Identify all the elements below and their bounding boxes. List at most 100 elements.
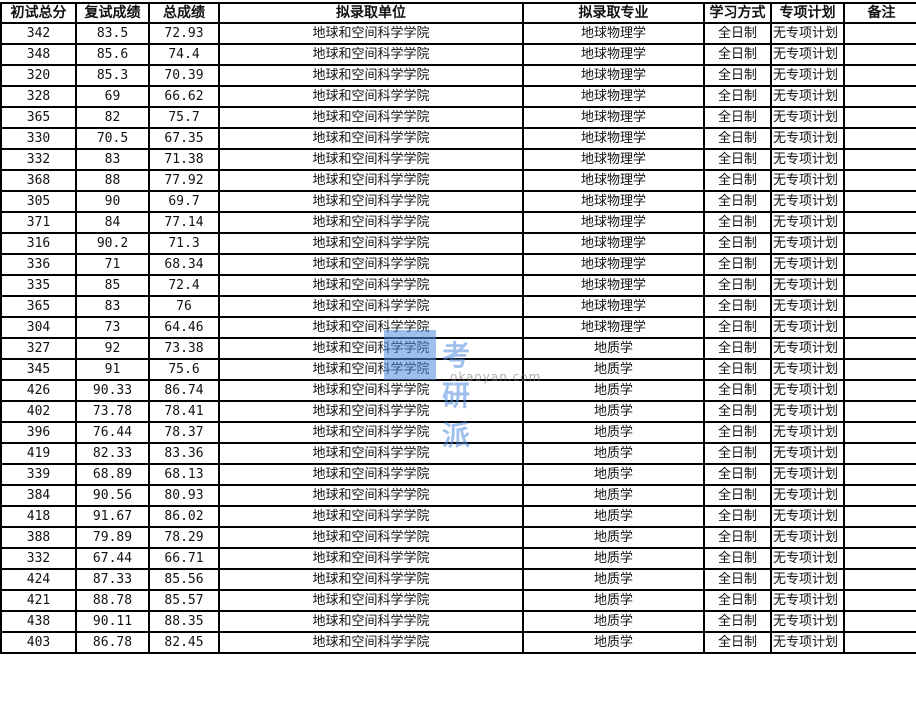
cell-major: 地球物理学: [522, 169, 705, 192]
table-row: 330 70.5 67.35 地球和空间科学学院 地球物理学 全日制 无专项计划: [0, 127, 916, 150]
cell-retest-score: 83: [75, 295, 150, 318]
cell-remarks: [843, 295, 916, 318]
cell-remarks: [843, 379, 916, 402]
cell-retest-score: 92: [75, 337, 150, 360]
cell-remarks: [843, 148, 916, 171]
cell-retest-score: 90.33: [75, 379, 150, 402]
table-row: 342 83.5 72.93 地球和空间科学学院 地球物理学 全日制 无专项计划: [0, 22, 916, 45]
cell-major: 地球物理学: [522, 316, 705, 339]
cell-initial-score: 332: [0, 148, 77, 171]
cell-special-plan: 无专项计划: [770, 316, 845, 339]
table-row: 426 90.33 86.74 地球和空间科学学院 地质学 全日制 无专项计划: [0, 379, 916, 402]
cell-retest-score: 84: [75, 211, 150, 234]
cell-unit: 地球和空间科学学院: [218, 463, 524, 486]
cell-total-score: 71.38: [148, 148, 220, 171]
cell-major: 地质学: [522, 526, 705, 549]
cell-major: 地质学: [522, 421, 705, 444]
cell-total-score: 69.7: [148, 190, 220, 213]
cell-study-mode: 全日制: [703, 358, 772, 381]
cell-remarks: [843, 232, 916, 255]
table-row: 304 73 64.46 地球和空间科学学院 地球物理学 全日制 无专项计划: [0, 316, 916, 339]
cell-unit: 地球和空间科学学院: [218, 421, 524, 444]
cell-retest-score: 79.89: [75, 526, 150, 549]
cell-initial-score: 426: [0, 379, 77, 402]
cell-remarks: [843, 526, 916, 549]
cell-major: 地质学: [522, 484, 705, 507]
cell-study-mode: 全日制: [703, 316, 772, 339]
cell-total-score: 67.35: [148, 127, 220, 150]
cell-major: 地质学: [522, 547, 705, 570]
cell-initial-score: 438: [0, 610, 77, 633]
cell-unit: 地球和空间科学学院: [218, 358, 524, 381]
cell-special-plan: 无专项计划: [770, 85, 845, 108]
cell-special-plan: 无专项计划: [770, 337, 845, 360]
cell-major: 地质学: [522, 589, 705, 612]
cell-total-score: 85.56: [148, 568, 220, 591]
cell-total-score: 75.7: [148, 106, 220, 129]
cell-retest-score: 82.33: [75, 442, 150, 465]
cell-initial-score: 335: [0, 274, 77, 297]
cell-study-mode: 全日制: [703, 484, 772, 507]
cell-special-plan: 无专项计划: [770, 253, 845, 276]
cell-remarks: [843, 547, 916, 570]
cell-study-mode: 全日制: [703, 64, 772, 87]
cell-study-mode: 全日制: [703, 631, 772, 654]
cell-retest-score: 91: [75, 358, 150, 381]
cell-total-score: 82.45: [148, 631, 220, 654]
cell-study-mode: 全日制: [703, 505, 772, 528]
cell-retest-score: 71: [75, 253, 150, 276]
cell-initial-score: 365: [0, 295, 77, 318]
table-row: 335 85 72.4 地球和空间科学学院 地球物理学 全日制 无专项计划: [0, 274, 916, 297]
admission-table: 初试总分 复试成绩 总成绩 拟录取单位 拟录取专业 学习方式 专项计划 备注 3…: [0, 2, 916, 654]
header-row: 初试总分 复试成绩 总成绩 拟录取单位 拟录取专业 学习方式 专项计划 备注: [0, 2, 916, 24]
cell-major: 地质学: [522, 400, 705, 423]
table-row: 332 83 71.38 地球和空间科学学院 地球物理学 全日制 无专项计划: [0, 148, 916, 171]
cell-initial-score: 396: [0, 421, 77, 444]
cell-unit: 地球和空间科学学院: [218, 610, 524, 633]
cell-study-mode: 全日制: [703, 442, 772, 465]
cell-major: 地质学: [522, 505, 705, 528]
cell-study-mode: 全日制: [703, 337, 772, 360]
cell-initial-score: 342: [0, 22, 77, 45]
cell-total-score: 78.41: [148, 400, 220, 423]
cell-initial-score: 316: [0, 232, 77, 255]
cell-unit: 地球和空间科学学院: [218, 64, 524, 87]
cell-remarks: [843, 22, 916, 45]
cell-unit: 地球和空间科学学院: [218, 442, 524, 465]
cell-retest-score: 85.6: [75, 43, 150, 66]
cell-total-score: 72.4: [148, 274, 220, 297]
cell-retest-score: 88: [75, 169, 150, 192]
cell-major: 地球物理学: [522, 64, 705, 87]
cell-retest-score: 87.33: [75, 568, 150, 591]
cell-remarks: [843, 211, 916, 234]
cell-unit: 地球和空间科学学院: [218, 589, 524, 612]
table-row: 332 67.44 66.71 地球和空间科学学院 地质学 全日制 无专项计划: [0, 547, 916, 570]
header-study-mode: 学习方式: [703, 2, 772, 24]
cell-special-plan: 无专项计划: [770, 43, 845, 66]
cell-special-plan: 无专项计划: [770, 127, 845, 150]
cell-study-mode: 全日制: [703, 211, 772, 234]
cell-total-score: 78.29: [148, 526, 220, 549]
cell-initial-score: 320: [0, 64, 77, 87]
cell-remarks: [843, 274, 916, 297]
cell-retest-score: 90.56: [75, 484, 150, 507]
cell-unit: 地球和空间科学学院: [218, 190, 524, 213]
cell-unit: 地球和空间科学学院: [218, 526, 524, 549]
cell-remarks: [843, 253, 916, 276]
cell-major: 地质学: [522, 337, 705, 360]
cell-remarks: [843, 505, 916, 528]
cell-unit: 地球和空间科学学院: [218, 232, 524, 255]
cell-major: 地球物理学: [522, 253, 705, 276]
cell-special-plan: 无专项计划: [770, 400, 845, 423]
cell-remarks: [843, 631, 916, 654]
cell-retest-score: 85: [75, 274, 150, 297]
cell-total-score: 86.02: [148, 505, 220, 528]
cell-initial-score: 388: [0, 526, 77, 549]
cell-major: 地球物理学: [522, 22, 705, 45]
cell-retest-score: 85.3: [75, 64, 150, 87]
table-row: 365 83 76 地球和空间科学学院 地球物理学 全日制 无专项计划: [0, 295, 916, 318]
cell-special-plan: 无专项计划: [770, 505, 845, 528]
cell-study-mode: 全日制: [703, 85, 772, 108]
cell-initial-score: 348: [0, 43, 77, 66]
cell-special-plan: 无专项计划: [770, 106, 845, 129]
